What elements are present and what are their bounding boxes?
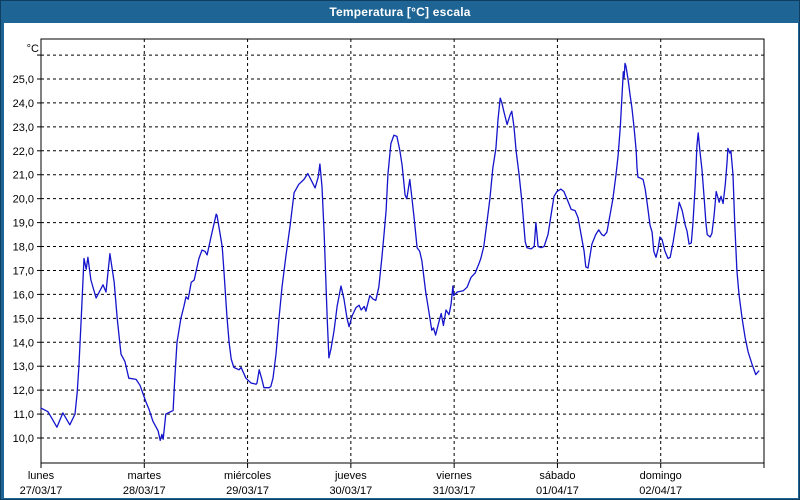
plot-border (40, 38, 765, 464)
day-label: miércoles (224, 470, 272, 482)
date-label: 29/03/17 (226, 485, 269, 497)
y-tick-label: 18,0 (13, 242, 34, 254)
y-tick-label: 13,0 (13, 361, 34, 373)
chart-area: 10,0 11,0 12,0 13,0 14,0 15,0 16,0 17,0 18,0 19,0… (4, 23, 798, 498)
y-tick-label: 20,0 (13, 194, 34, 206)
y-tick-label: 25,0 (13, 74, 34, 86)
day-label: domingo (640, 470, 682, 482)
y-tick-label: 21,0 (13, 170, 34, 182)
y-tick-label: 24,0 (13, 98, 34, 110)
date-label: 02/04/17 (639, 485, 682, 497)
y-tick-label: 11,0 (13, 409, 34, 421)
day-label: viernes (436, 470, 472, 482)
day-label: jueves (334, 470, 367, 482)
y-tick-label: 19,0 (13, 218, 34, 230)
y-axis-unit-label: °C (27, 43, 39, 55)
y-tick-label: 10,0 (13, 433, 34, 445)
y-tick-label: 17,0 (13, 265, 34, 277)
y-tick-label: 12,0 (13, 385, 34, 397)
date-label: 30/03/17 (329, 485, 372, 497)
day-label: martes (127, 470, 161, 482)
date-label: 01/04/17 (536, 485, 579, 497)
date-label: 28/03/17 (123, 485, 166, 497)
y-tick-label: 22,0 (13, 146, 34, 158)
day-label: sábado (539, 470, 575, 482)
day-label: lunes (28, 470, 55, 482)
temperature-line (40, 62, 760, 442)
y-tick-label: 16,0 (13, 289, 34, 301)
date-label: 27/03/17 (20, 485, 63, 497)
title-bar: Temperatura [°C] escala (1, 1, 799, 23)
date-label: 31/03/17 (433, 485, 476, 497)
temperature-chart: 10,0 11,0 12,0 13,0 14,0 15,0 16,0 17,0 18,0 19,0… (13, 38, 765, 497)
y-tick-label: 14,0 (13, 337, 34, 349)
window-title: Temperatura [°C] escala (329, 5, 471, 19)
y-tick-label: 15,0 (13, 313, 34, 325)
y-tick-label: 23,0 (13, 122, 34, 134)
